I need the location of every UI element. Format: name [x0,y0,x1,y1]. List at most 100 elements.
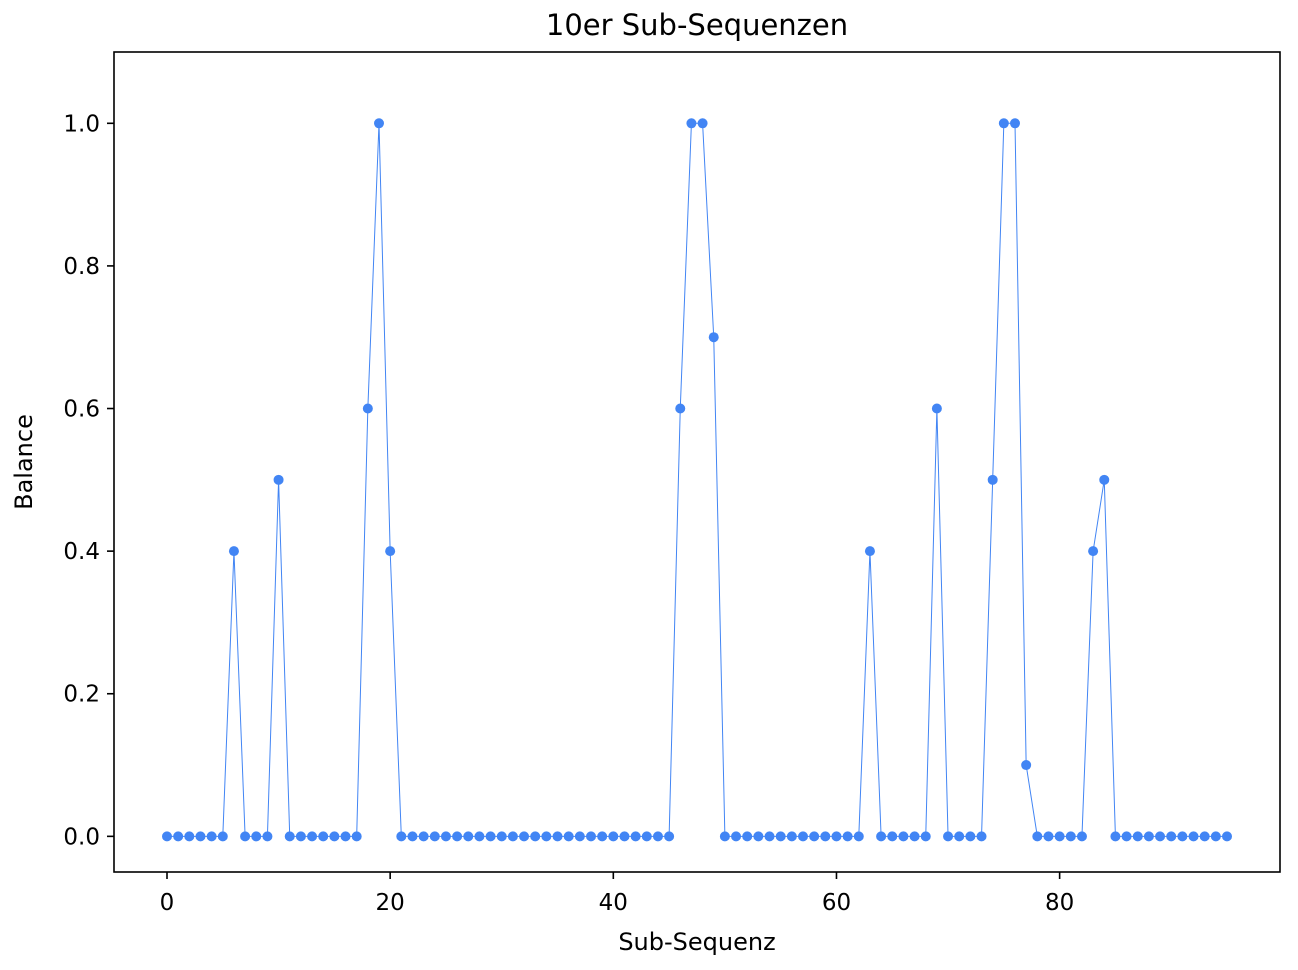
data-point [786,831,797,842]
data-point [374,118,384,129]
data-point [1210,831,1221,842]
data-point [708,332,719,343]
data-point [697,118,708,129]
x-tick-label: 20 [376,890,405,916]
data-point [931,403,942,414]
data-point [273,474,284,485]
data-point [452,831,463,842]
data-point [976,831,987,842]
x-tick-label: 80 [1045,890,1074,916]
data-point [1099,474,1110,485]
y-axis: 0.0 0.2 0.4 0.6 0.8 1.0 [63,111,114,850]
y-axis-title: Balance [10,414,38,510]
data-point [664,831,675,842]
data-point [619,831,630,842]
data-point [954,831,965,842]
data-point [217,831,228,842]
data-point [597,831,608,842]
data-point [1088,546,1099,557]
data-point [407,831,418,842]
data-point [1166,831,1177,842]
data-point [1021,760,1032,771]
data-point [1199,831,1210,842]
data-point [719,831,730,842]
data-point [251,831,262,842]
data-point [507,831,518,842]
data-point [1054,831,1065,842]
data-point [898,831,909,842]
data-point [574,831,585,842]
data-point [1132,831,1143,842]
data-point [876,831,887,842]
data-point [864,546,875,557]
data-point [496,831,507,842]
data-point [641,831,652,842]
data-point [1143,831,1154,842]
data-point [775,831,786,842]
data-point [798,831,808,842]
data-point [307,831,318,842]
data-point [173,831,184,842]
data-point [764,831,775,842]
data-point [262,831,273,842]
y-tick-label: 0.8 [63,254,100,280]
data-point [675,403,686,414]
data-point [809,831,820,842]
data-point [162,831,172,842]
data-point [1121,831,1132,842]
data-point [686,118,697,129]
data-point [831,831,842,842]
x-tick-label: 60 [822,890,851,916]
plot-frame [113,51,1281,873]
data-point [362,403,373,414]
plot-area [162,118,1232,842]
y-tick-label: 0.2 [63,682,100,708]
data-point [318,831,329,842]
data-point [965,831,976,842]
data-point [608,831,619,842]
data-point [998,118,1009,129]
data-point [563,831,574,842]
data-point [1065,831,1076,842]
data-point [920,831,931,842]
data-point [1155,831,1166,842]
data-point [909,831,920,842]
data-point [987,474,998,485]
data-point [385,546,396,557]
data-point [485,831,496,842]
data-point [228,546,239,557]
data-point [340,831,351,842]
series-line-0 [167,122,1227,837]
data-point [552,831,563,842]
data-point [753,831,764,842]
data-point [731,831,742,842]
data-point [1043,831,1054,842]
data-point [519,831,530,842]
data-point [1177,831,1188,842]
x-tick-label: 0 [160,890,175,916]
data-point [463,831,474,842]
x-axis-title: Sub-Sequenz [618,928,775,956]
data-point [418,831,429,842]
data-point [240,831,251,842]
data-point [351,831,362,842]
data-point [820,831,831,842]
data-point [195,831,206,842]
data-point [284,831,295,842]
data-point [440,831,451,842]
data-point [887,831,898,842]
data-point [943,831,954,842]
x-tick-label: 40 [599,890,628,916]
data-point [652,831,663,842]
data-point [206,831,217,842]
data-point [586,831,596,842]
x-axis: 0 20 40 60 80 [160,872,1074,916]
data-point [1032,831,1043,842]
data-point [842,831,853,842]
data-point [630,831,641,842]
data-point [1110,831,1121,842]
data-point [853,831,864,842]
y-tick-label: 0.6 [63,397,100,423]
data-point [295,831,306,842]
data-point [474,831,485,842]
